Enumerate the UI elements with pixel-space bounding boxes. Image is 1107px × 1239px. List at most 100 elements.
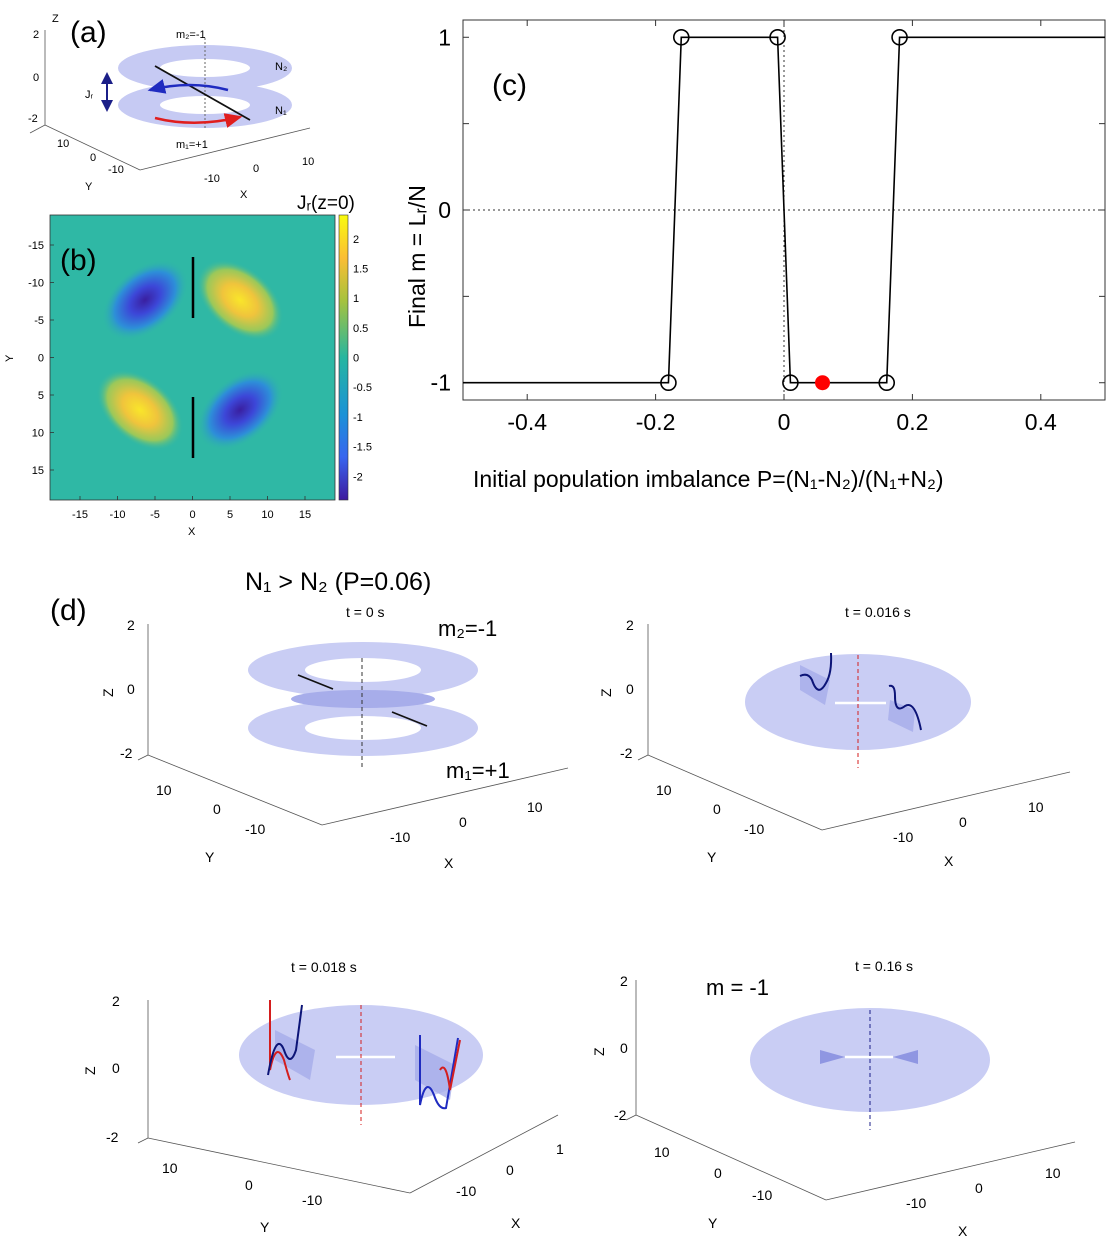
panel-d3-z-tick: 0: [112, 1060, 120, 1076]
panel-a-ring-bottom: [118, 82, 292, 128]
panel-b-colorbar-tick-label: -1.5: [353, 442, 372, 454]
panel-c-x-tick-label: 0.4: [1025, 409, 1057, 435]
panel-d2-y-tick: 0: [713, 801, 721, 817]
panel-d1-y-tick: -10: [245, 821, 265, 837]
panel-d4-z-tick: 2: [620, 973, 628, 989]
panel-d3-x-tick: -10: [456, 1183, 476, 1199]
panel-d-subplot-2: t = 0.016 s 2 0 -2 Z 10 0 -10 Y -10 0 10…: [598, 604, 1071, 869]
panel-d3-ylabel: Y: [260, 1219, 270, 1235]
panel-a-x-tick: 10: [302, 156, 314, 168]
panel-d3-xlabel: X: [511, 1215, 521, 1231]
panel-b-colorbar-tick-label: -0.5: [353, 382, 372, 394]
panel-a-x-axis-label: X: [240, 189, 248, 201]
panel-b-colorbar: [338, 214, 349, 501]
panel-d3-vortex-right: [415, 1045, 455, 1100]
panel-a-n2-label: N₂: [275, 61, 287, 73]
panel-c-data-point: [891, 28, 908, 46]
panel-d2-x-tick: 10: [1028, 799, 1044, 815]
panel-b-colorbar-tick-label: 0.5: [353, 323, 368, 335]
panel-d-subplot-4: t = 0.16 s m = -1 2 0 -2 Z 10 0 -10 Y -1…: [591, 958, 1076, 1239]
panel-d1-m1-label: m₁=+1: [446, 758, 510, 783]
panel-c-y-tick-label: 0: [438, 197, 451, 223]
panel-c-series-line: [463, 36, 1105, 384]
panel-c-data-point: [769, 28, 786, 46]
panel-b-label: (b): [60, 244, 97, 277]
panel-d4-x-tick: 0: [975, 1180, 983, 1196]
panel-d-heading: N₁ > N₂ (P=0.06): [245, 568, 431, 596]
panel-b-lobe-yellow-upper: [196, 259, 284, 341]
panel-d4-x-tick: 10: [1045, 1165, 1061, 1181]
panel-d3-y-tick: 0: [245, 1177, 253, 1193]
panel-b-x-tick-label: 0: [189, 509, 195, 521]
panel-b-y-tick-label: 0: [38, 353, 44, 365]
panel-b-colorbar-tick-label: 2: [353, 234, 359, 246]
panel-c-x-tick-label: 0.2: [896, 409, 928, 435]
panel-d1-x-tick: -10: [390, 829, 410, 845]
panel-b-colorbar-tick-label: 0: [353, 353, 359, 365]
panel-a-n1-label: N₁: [275, 105, 287, 117]
panel-d2-x-tick: -10: [893, 829, 913, 845]
panel-d2-z-tick: -2: [620, 745, 633, 761]
panel-c-data-point: [672, 28, 690, 46]
panel-b-y-tick-label: 10: [32, 428, 44, 440]
panel-b-lobe-blue-upper: [101, 259, 189, 341]
panel-a-m2-label: m₂=-1: [176, 29, 206, 41]
panel-d2-z-tick: 2: [626, 617, 634, 633]
panel-b-lobe-blue-lower: [196, 369, 284, 451]
panel-a-m1-label: m₁=+1: [176, 139, 208, 151]
panel-d1-ring-top: [247, 641, 479, 699]
panel-d1-title: t = 0 s: [346, 604, 385, 620]
panel-c-y-tick-label: 1: [438, 24, 451, 50]
panel-b-colorbar-tick-label: -2: [353, 471, 363, 483]
panel-d1-m2-label: m₂=-1: [438, 616, 497, 641]
panel-b-y-tick-label: 5: [38, 390, 44, 402]
panel-d4-y-tick: 10: [654, 1144, 670, 1160]
panel-d3-trace-right-blue: [419, 1035, 459, 1110]
panel-a-rings: [101, 38, 292, 130]
panel-d1-ring-bottom: [247, 699, 479, 757]
panel-c-highlight-point: [815, 375, 831, 391]
panel-d1-ylabel: Y: [205, 849, 215, 865]
panel-c-x-tick-label: -0.2: [636, 409, 676, 435]
panel-d4-zlabel: Z: [591, 1047, 607, 1056]
panel-d4-vortex-right: [893, 1050, 918, 1064]
panel-b-x-tick-label: -5: [150, 509, 160, 521]
panel-d3-x-tick: 0: [506, 1162, 514, 1178]
panel-d4-x-tick: -10: [906, 1195, 926, 1211]
panel-d2-xlabel: X: [944, 853, 954, 869]
panel-d3-title: t = 0.018 s: [291, 959, 357, 975]
panel-c-ticks: -0.4 -0.2 0 0.2 0.4 1 0 -1: [431, 20, 1105, 435]
panel-b-ylabel: Y: [4, 354, 16, 362]
panel-d1-z-tick: 2: [127, 617, 135, 633]
panel-d4-annotation: m = -1: [706, 975, 769, 1000]
panel-d1-z-tick: -2: [120, 745, 133, 761]
panel-d1-y-tick: 10: [156, 782, 172, 798]
panel-b-colorbar-tick-label: 1.5: [353, 263, 368, 275]
panel-b-y-ticks: -15 -10 -5 0 5 10 15: [28, 240, 54, 477]
panel-d1-overlap: [291, 690, 435, 708]
panel-a-z-tick: -2: [28, 113, 38, 125]
panel-a-blue-arrow: [147, 79, 229, 94]
panel-b: 2 1.5 1 0.5 0 -0.5 -1 -1.5 -2 Jᵣ(z=0) -15 -10 -5 0 5…: [4, 193, 372, 538]
panel-d2-y-tick: -10: [744, 821, 764, 837]
panel-b-y-tick-label: -15: [28, 240, 44, 252]
panel-d1-soliton-bottom: [391, 711, 428, 727]
panel-c-plot: [463, 28, 1105, 392]
panel-d4-y-tick: -10: [752, 1187, 772, 1203]
panel-a-soliton-line: [154, 65, 251, 121]
panel-c-x-tick-label: 0: [778, 409, 791, 435]
panel-d2-title: t = 0.016 s: [845, 604, 911, 620]
panel-d: (d) N₁ > N₂ (P=0.06) t = 0 s m₂=-1 m₁=+1…: [50, 568, 1076, 1239]
panel-d2-ylabel: Y: [707, 849, 717, 865]
panel-a-y-tick: 0: [90, 152, 96, 164]
panel-d3-zlabel: Z: [82, 1066, 98, 1075]
panel-c-data-point: [878, 374, 896, 392]
panel-d2-trace-left: [799, 652, 833, 691]
panel-c: -0.4 -0.2 0 0.2 0.4 1 0 -1 Initial population i…: [404, 19, 1106, 492]
panel-b-y-tick-label: -5: [34, 315, 44, 327]
panel-c-data-point: [660, 374, 677, 392]
panel-a-y-axis-label: Y: [85, 181, 93, 193]
panel-a-y-tick: 10: [57, 138, 69, 150]
panel-d3-x-tick: 1: [556, 1141, 564, 1157]
